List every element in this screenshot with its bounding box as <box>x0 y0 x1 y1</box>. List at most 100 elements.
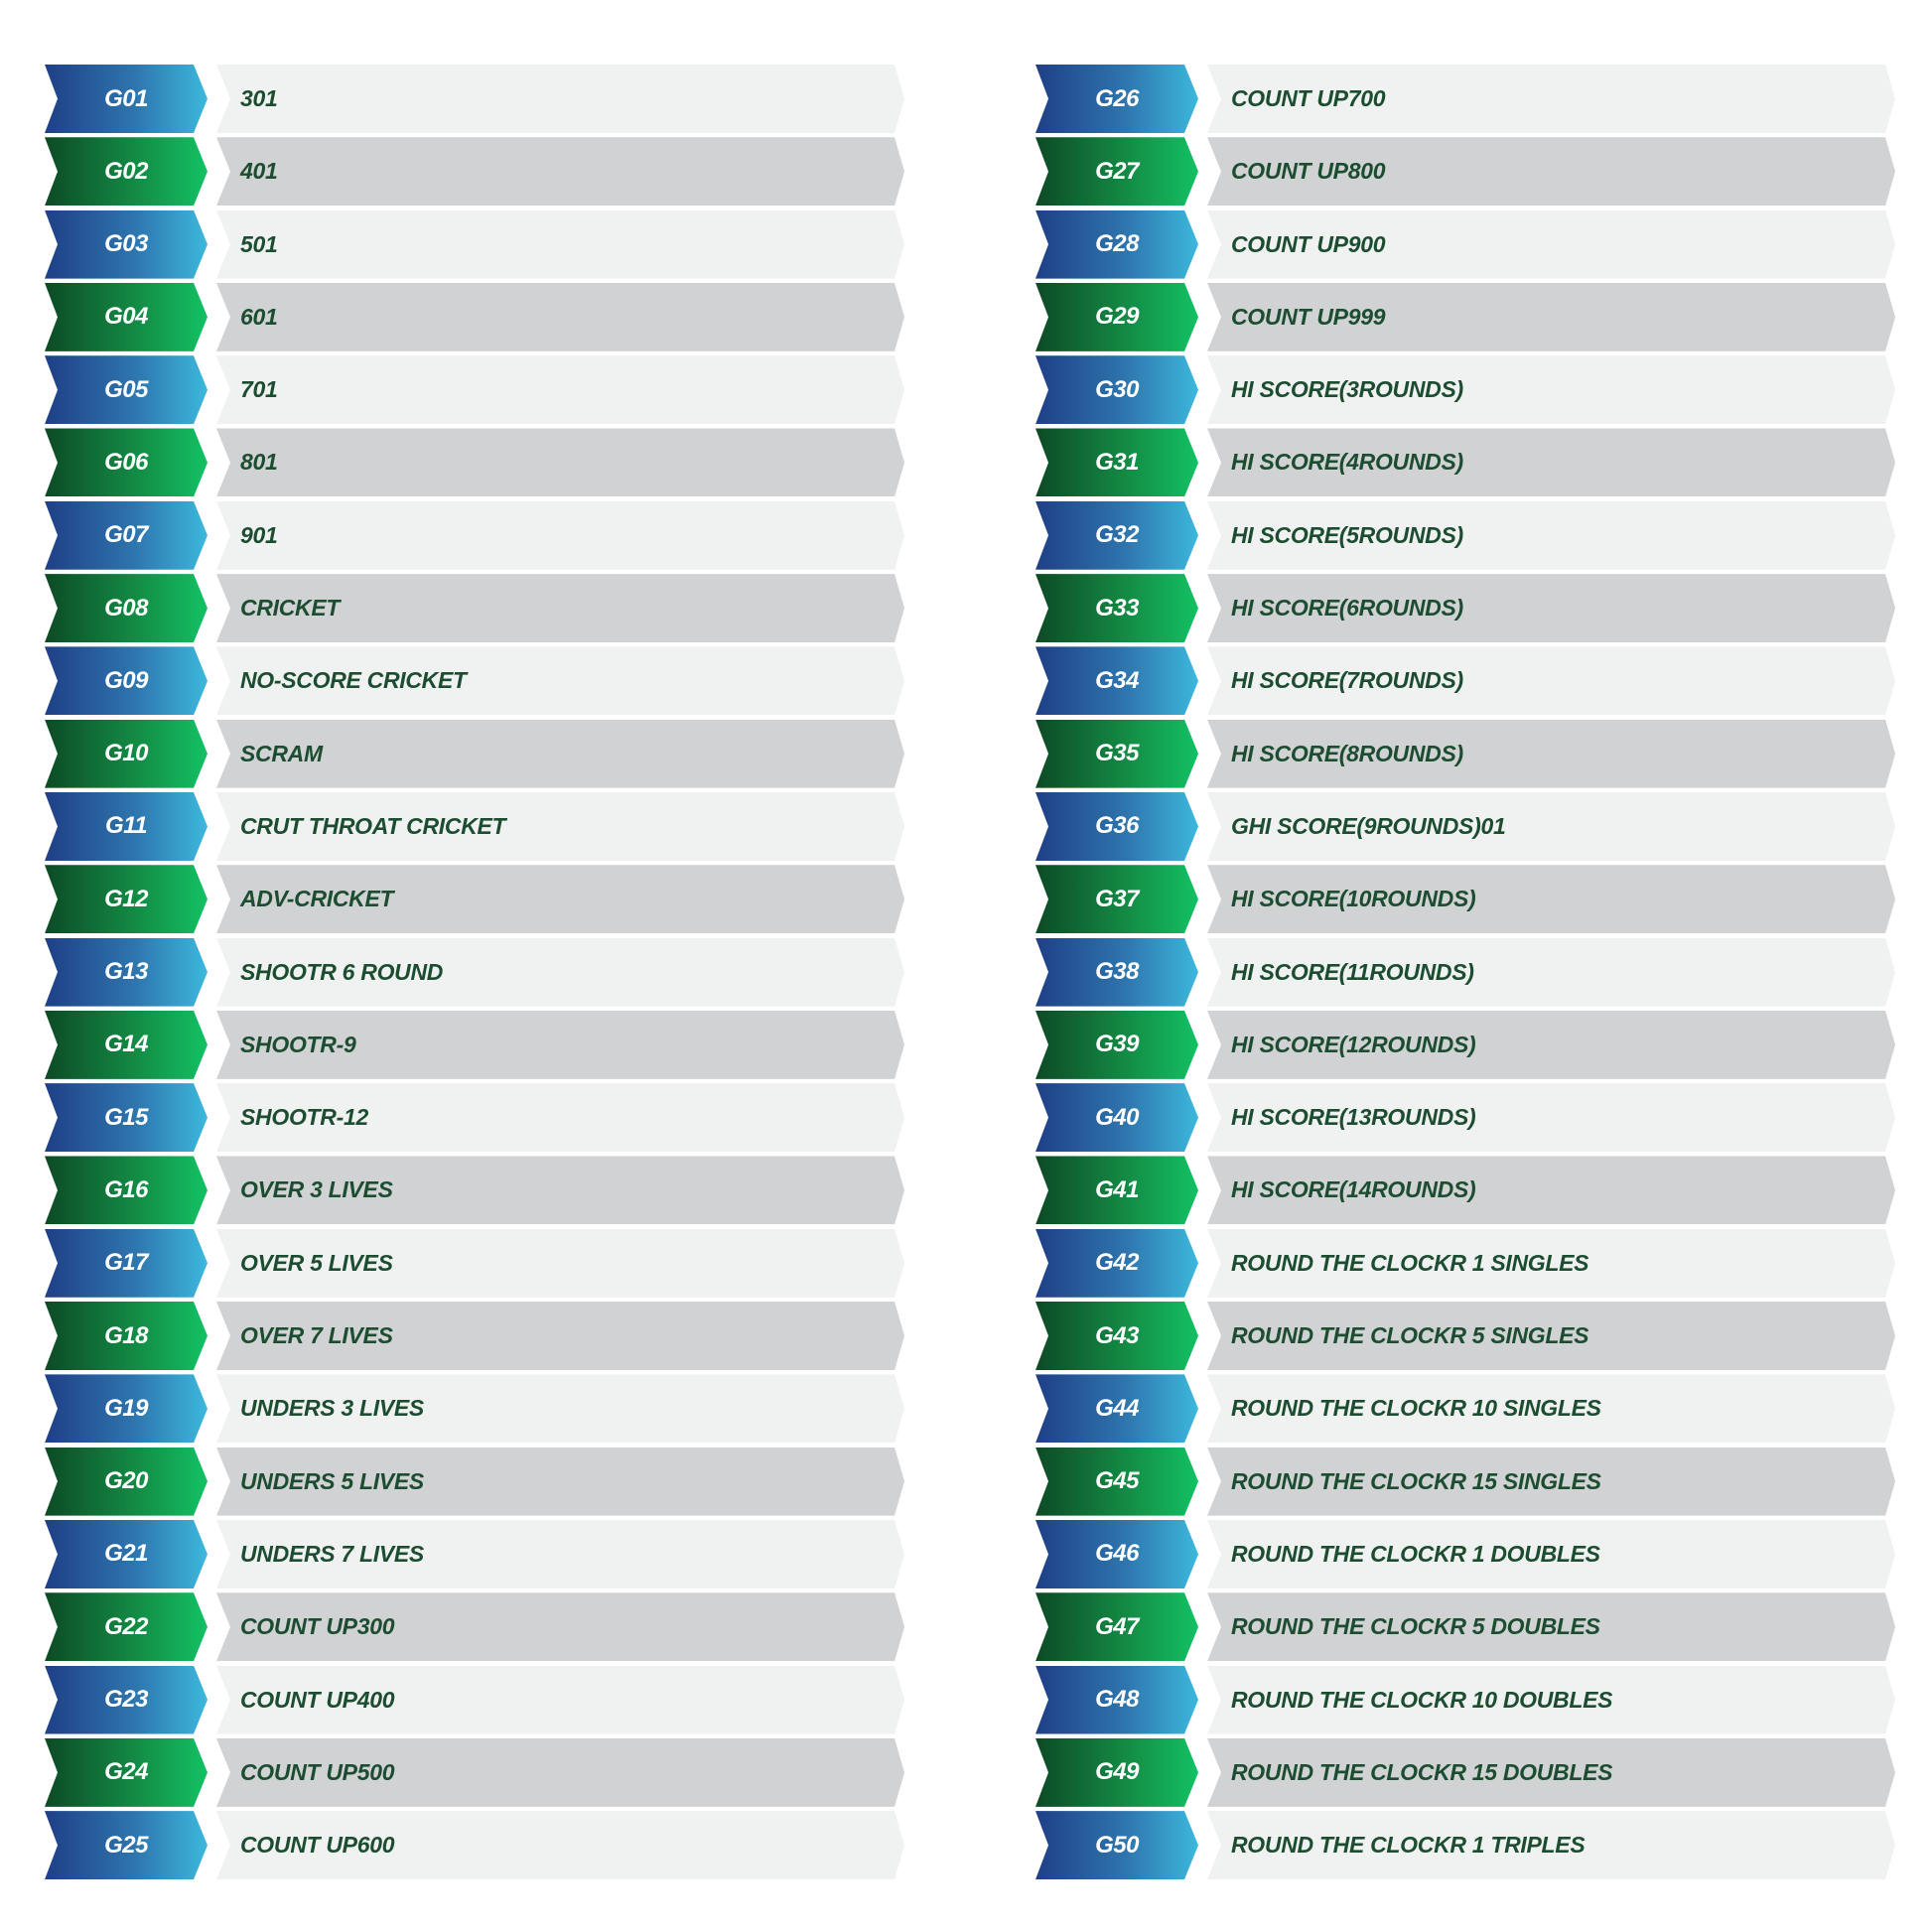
game-row: G18 OVER 7 LIVES <box>45 1302 904 1371</box>
game-code-badge: G39 <box>1035 1010 1198 1079</box>
game-name: HI SCORE(12ROUNDS) <box>1207 1010 1895 1079</box>
game-code-badge: G20 <box>45 1447 207 1516</box>
game-name: HI SCORE(13ROUNDS) <box>1207 1083 1895 1153</box>
game-code-badge: G06 <box>45 428 207 497</box>
game-row: G13 SHOOTR 6 ROUND <box>45 937 904 1007</box>
game-row: G40 HI SCORE(13ROUNDS) <box>1035 1083 1895 1153</box>
game-name: GHI SCORE(9ROUNDS)01 <box>1207 791 1895 861</box>
game-name: UNDERS 3 LIVES <box>216 1374 904 1444</box>
game-code-badge: G37 <box>1035 865 1198 934</box>
game-row: G06 801 <box>45 428 904 497</box>
game-name: HI SCORE(7ROUNDS) <box>1207 646 1895 716</box>
game-name: 501 <box>216 209 904 279</box>
game-code-badge: G19 <box>45 1374 207 1444</box>
game-name: 701 <box>216 355 904 425</box>
game-code-badge: G44 <box>1035 1374 1198 1444</box>
game-name: SCRAM <box>216 719 904 788</box>
game-row: G02 401 <box>45 137 904 207</box>
game-name: HI SCORE(6ROUNDS) <box>1207 574 1895 643</box>
game-code-badge: G03 <box>45 209 207 279</box>
game-code-badge: G29 <box>1035 282 1198 351</box>
game-row: G37 HI SCORE(10ROUNDS) <box>1035 865 1895 934</box>
game-code-badge: G41 <box>1035 1156 1198 1225</box>
game-code-badge: G08 <box>45 574 207 643</box>
game-code-badge: G04 <box>45 282 207 351</box>
game-code-badge: G17 <box>45 1228 207 1298</box>
game-row: G09 NO-SCORE CRICKET <box>45 646 904 716</box>
game-code-badge: G43 <box>1035 1302 1198 1371</box>
game-row: G10 SCRAM <box>45 719 904 788</box>
game-name: HI SCORE(5ROUNDS) <box>1207 500 1895 570</box>
game-code-badge: G18 <box>45 1302 207 1371</box>
game-name: SHOOTR-12 <box>216 1083 904 1153</box>
game-row: G05 701 <box>45 355 904 425</box>
game-name: HI SCORE(11ROUNDS) <box>1207 937 1895 1007</box>
game-code-badge: G30 <box>1035 355 1198 425</box>
game-name: COUNT UP700 <box>1207 65 1895 133</box>
game-list-left-column: G01 301 G02 401 G03 501 G04 601 G05 701 G06 801 G07 9… <box>45 65 904 1883</box>
game-code-badge: G40 <box>1035 1083 1198 1153</box>
game-name: UNDERS 5 LIVES <box>216 1447 904 1516</box>
game-name: SHOOTR 6 ROUND <box>216 937 904 1007</box>
game-name: ROUND THE CLOCKR 1 SINGLES <box>1207 1228 1895 1298</box>
game-name: UNDERS 7 LIVES <box>216 1519 904 1588</box>
game-row: G23 COUNT UP400 <box>45 1665 904 1734</box>
game-code-badge: G02 <box>45 137 207 207</box>
game-code-badge: G25 <box>45 1811 207 1880</box>
game-name: ROUND THE CLOCKR 1 TRIPLES <box>1207 1811 1895 1880</box>
game-name: NO-SCORE CRICKET <box>216 646 904 716</box>
game-name: COUNT UP300 <box>216 1592 904 1662</box>
game-code-badge: G48 <box>1035 1665 1198 1734</box>
game-code-badge: G46 <box>1035 1519 1198 1588</box>
game-code-badge: G42 <box>1035 1228 1198 1298</box>
game-name: COUNT UP800 <box>1207 137 1895 207</box>
game-code-badge: G16 <box>45 1156 207 1225</box>
game-name: HI SCORE(8ROUNDS) <box>1207 719 1895 788</box>
game-row: G47 ROUND THE CLOCKR 5 DOUBLES <box>1035 1592 1895 1662</box>
game-code-badge: G38 <box>1035 937 1198 1007</box>
game-name: CRICKET <box>216 574 904 643</box>
game-name: ROUND THE CLOCKR 10 SINGLES <box>1207 1374 1895 1444</box>
game-row: G19 UNDERS 3 LIVES <box>45 1374 904 1444</box>
game-row: G26 COUNT UP700 <box>1035 65 1895 133</box>
game-row: G14 SHOOTR-9 <box>45 1010 904 1079</box>
game-row: G38 HI SCORE(11ROUNDS) <box>1035 937 1895 1007</box>
game-row: G27 COUNT UP800 <box>1035 137 1895 207</box>
game-code-badge: G14 <box>45 1010 207 1079</box>
game-name: ROUND THE CLOCKR 5 SINGLES <box>1207 1302 1895 1371</box>
game-row: G32 HI SCORE(5ROUNDS) <box>1035 500 1895 570</box>
game-row: G25 COUNT UP600 <box>45 1811 904 1880</box>
game-code-badge: G26 <box>1035 65 1198 133</box>
game-row: G20 UNDERS 5 LIVES <box>45 1447 904 1516</box>
game-row: G24 COUNT UP500 <box>45 1737 904 1807</box>
game-row: G46 ROUND THE CLOCKR 1 DOUBLES <box>1035 1519 1895 1588</box>
game-code-badge: G50 <box>1035 1811 1198 1880</box>
game-row: G29 COUNT UP999 <box>1035 282 1895 351</box>
game-row: G16 OVER 3 LIVES <box>45 1156 904 1225</box>
game-name: COUNT UP999 <box>1207 282 1895 351</box>
game-row: G03 501 <box>45 209 904 279</box>
game-row: G43 ROUND THE CLOCKR 5 SINGLES <box>1035 1302 1895 1371</box>
game-name: HI SCORE(10ROUNDS) <box>1207 865 1895 934</box>
game-code-badge: G07 <box>45 500 207 570</box>
game-row: G11 CRUT THROAT CRICKET <box>45 791 904 861</box>
game-list-right-column: G26 COUNT UP700 G27 COUNT UP800 G28 COUNT UP9… <box>1035 65 1895 1883</box>
game-code-badge: G01 <box>45 65 207 133</box>
game-code-badge: G23 <box>45 1665 207 1734</box>
game-code-badge: G13 <box>45 937 207 1007</box>
game-code-badge: G05 <box>45 355 207 425</box>
game-name: ADV-CRICKET <box>216 865 904 934</box>
game-name: HI SCORE(14ROUNDS) <box>1207 1156 1895 1225</box>
game-name: SHOOTR-9 <box>216 1010 904 1079</box>
game-row: G07 901 <box>45 500 904 570</box>
game-row: G31 HI SCORE(4ROUNDS) <box>1035 428 1895 497</box>
game-row: G45 ROUND THE CLOCKR 15 SINGLES <box>1035 1447 1895 1516</box>
game-row: G35 HI SCORE(8ROUNDS) <box>1035 719 1895 788</box>
game-name: OVER 5 LIVES <box>216 1228 904 1298</box>
game-code-badge: G28 <box>1035 209 1198 279</box>
game-name: ROUND THE CLOCKR 15 SINGLES <box>1207 1447 1895 1516</box>
game-row: G01 301 <box>45 65 904 133</box>
game-row: G04 601 <box>45 282 904 351</box>
game-code-badge: G47 <box>1035 1592 1198 1662</box>
game-name: COUNT UP600 <box>216 1811 904 1880</box>
